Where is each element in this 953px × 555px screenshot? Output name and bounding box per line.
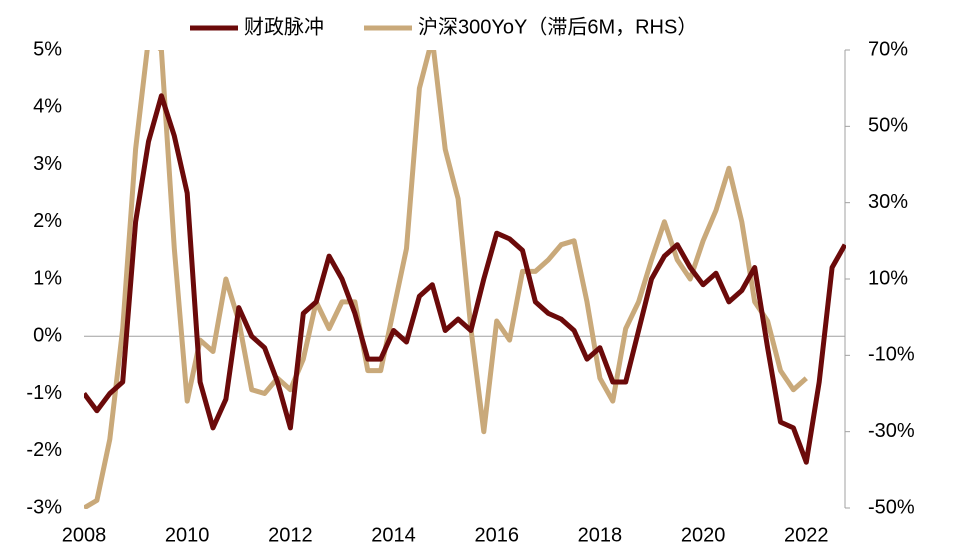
- y-tick-label: -3%: [26, 496, 62, 518]
- plot-area: [84, 50, 846, 509]
- y-tick-label: 5%: [33, 38, 62, 60]
- x-tick-label: 2022: [784, 524, 829, 546]
- legend-label: 财政脉冲: [244, 15, 324, 38]
- y2-tick-label: -30%: [868, 420, 915, 442]
- x-tick-label: 2014: [371, 524, 416, 546]
- y2-tick-label: 30%: [868, 191, 908, 213]
- series-line: [84, 50, 808, 509]
- y-tick-label: 0%: [33, 325, 62, 347]
- x-tick-label: 2018: [578, 524, 623, 546]
- y-tick-label: 4%: [33, 96, 62, 118]
- y-tick-label: -1%: [26, 382, 62, 404]
- y2-tick-label: 10%: [868, 267, 908, 289]
- x-tick-label: 2008: [62, 524, 107, 546]
- x-tick-label: 2012: [268, 524, 313, 546]
- y-tick-label: -2%: [26, 439, 62, 461]
- x-tick-label: 2016: [474, 524, 519, 546]
- y2-tick-label: -50%: [868, 496, 915, 518]
- y-tick-label: 1%: [33, 267, 62, 289]
- y-tick-label: 2%: [33, 210, 62, 232]
- x-tick-label: 2020: [681, 524, 726, 546]
- x-tick-label: 2010: [165, 524, 210, 546]
- series-line: [84, 93, 846, 465]
- y2-tick-label: 50%: [868, 115, 908, 137]
- y-tick-label: 3%: [33, 153, 62, 175]
- legend-label: 沪深300YoY（滞后6M，RHS）: [418, 15, 697, 38]
- y2-tick-label: -10%: [868, 344, 915, 366]
- y2-tick-label: 70%: [868, 38, 908, 60]
